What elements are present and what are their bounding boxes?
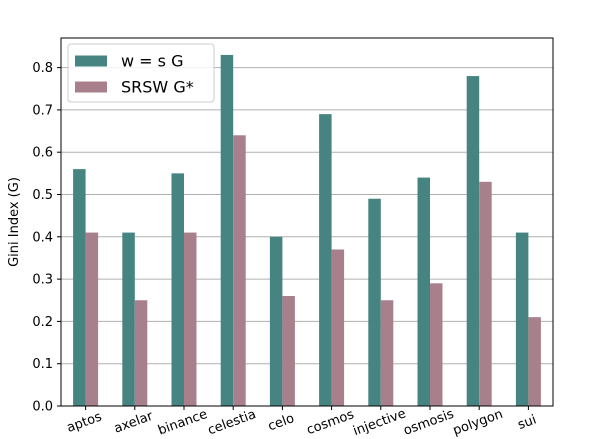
bar-sui-series-1 — [528, 317, 541, 406]
y-tick-label-8: 0.8 — [32, 61, 53, 76]
bar-celo-series-1 — [282, 296, 295, 406]
bar-injective-series-0 — [368, 198, 381, 406]
x-tick-label-osmosis: osmosis — [402, 407, 457, 439]
x-tick-label-cosmos: cosmos — [305, 407, 357, 438]
y-axis: 0.0 0.1 0.2 0.3 0.4 0.5 0.6 0.7 0.8 — [32, 61, 61, 415]
bar-sui-series-0 — [515, 232, 529, 406]
x-tick-label-axelar: axelar — [112, 409, 156, 437]
bar-polygon-series-0 — [466, 76, 480, 406]
y-axis-label: Gini Index (G) — [7, 177, 22, 267]
bar-binance-series-0 — [171, 173, 184, 406]
bar-osmosis-series-0 — [417, 177, 430, 406]
y-tick-label-2: 0.2 — [32, 315, 53, 330]
bar-celestia-series-1 — [233, 135, 246, 406]
y-tick-label-5: 0.5 — [32, 188, 53, 203]
legend-swatch-0 — [75, 55, 107, 67]
bar-axelar-series-0 — [122, 232, 135, 406]
bar-celestia-series-0 — [220, 54, 234, 406]
bars-group — [73, 54, 541, 406]
bar-osmosis-series-1 — [430, 283, 443, 406]
y-tick-label-6: 0.6 — [32, 146, 53, 161]
x-tick-label-celo: celo — [266, 411, 296, 434]
x-tick-label-sui: sui — [516, 412, 539, 432]
bar-polygon-series-1 — [479, 181, 492, 406]
bar-cosmos-series-1 — [331, 249, 345, 406]
x-tick-label-celestia: celestia — [206, 407, 258, 438]
bar-injective-series-1 — [380, 300, 394, 406]
bar-cosmos-series-0 — [319, 114, 332, 406]
bar-axelar-series-1 — [134, 300, 148, 406]
bar-aptos-series-0 — [73, 169, 86, 406]
y-tick-label-0: 0.0 — [32, 400, 53, 415]
plot-frame — [60, 37, 554, 407]
y-tick-label-7: 0.7 — [32, 103, 53, 118]
x-tick-label-polygon: polygon — [451, 407, 505, 439]
x-tick-label-aptos: aptos — [65, 409, 104, 436]
x-tick-label-injective: injective — [351, 406, 408, 439]
bar-aptos-series-1 — [85, 232, 99, 406]
y-tick-label-1: 0.1 — [32, 357, 53, 372]
legend: w = s G SRSW G* — [67, 43, 215, 103]
legend-label-1: SRSW G* — [121, 78, 194, 97]
bar-celo-series-0 — [269, 236, 283, 406]
bar-binance-series-1 — [184, 232, 197, 406]
y-tick-label-4: 0.4 — [32, 230, 53, 245]
legend-label-0: w = s G — [121, 52, 183, 71]
legend-swatch-1 — [75, 81, 107, 93]
y-tick-label-3: 0.3 — [32, 273, 53, 288]
x-tick-label-binance: binance — [156, 407, 209, 439]
